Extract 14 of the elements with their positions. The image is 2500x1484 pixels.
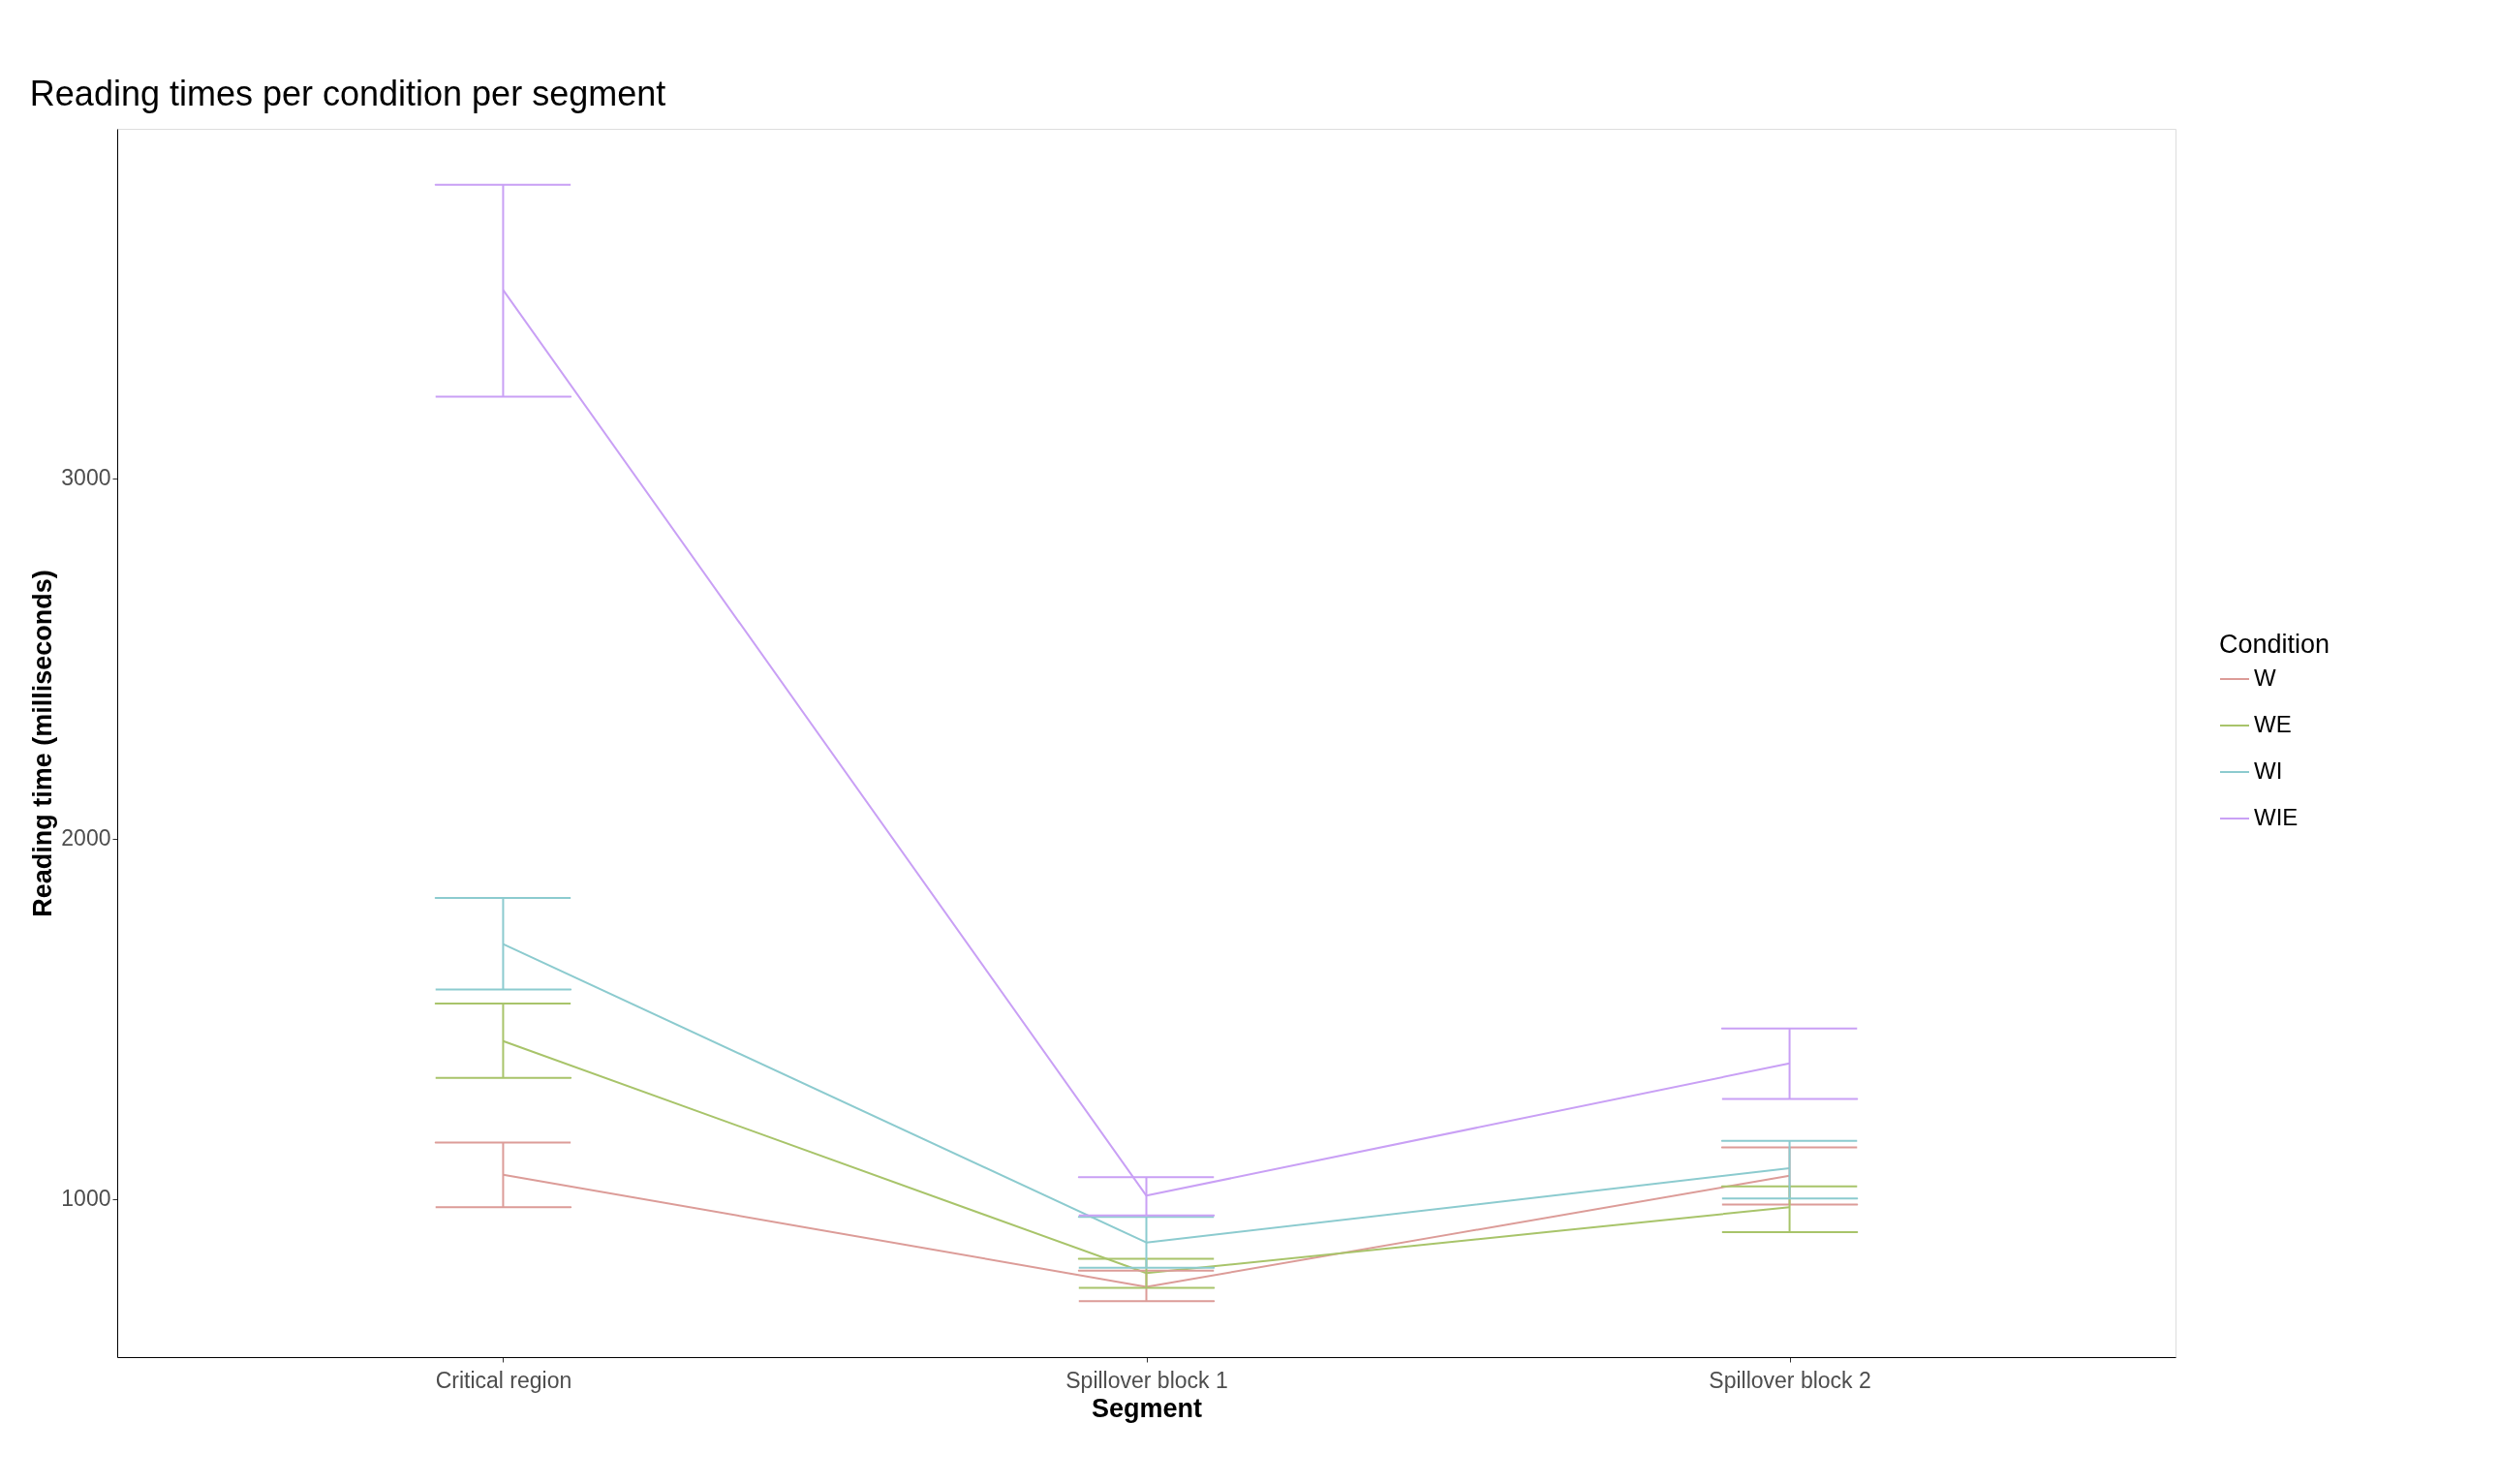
legend-label: WE xyxy=(2254,711,2292,737)
x-tick-label: Spillover block 2 xyxy=(1709,1367,1871,1393)
x-tick-label: Spillover block 1 xyxy=(1065,1367,1228,1393)
y-tick-label: 2000 xyxy=(61,825,111,851)
chart-title: Reading times per condition per segment xyxy=(29,74,666,113)
x-axis-title: Segment xyxy=(1091,1393,1203,1423)
y-axis-title: Reading time (milliseconds) xyxy=(28,570,58,917)
y-tick-label: 1000 xyxy=(61,1186,111,1212)
legend-label: WI xyxy=(2254,757,2283,784)
x-tick-label: Critical region xyxy=(435,1367,572,1393)
legend-label: WIE xyxy=(2254,804,2299,830)
legend-title: Condition xyxy=(2219,630,2330,659)
legend-label: W xyxy=(2254,665,2276,691)
y-tick-label: 3000 xyxy=(61,465,111,491)
